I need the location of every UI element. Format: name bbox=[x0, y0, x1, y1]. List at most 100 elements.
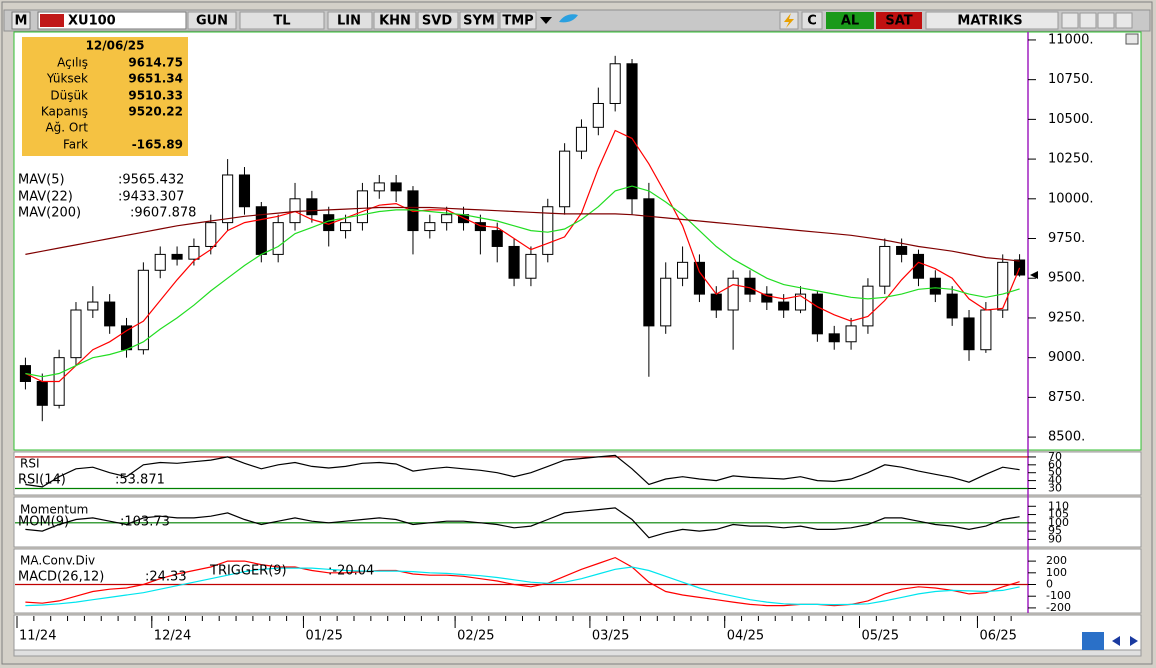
maximize-button[interactable] bbox=[1097, 12, 1115, 29]
y-tick-label: 10500. bbox=[1048, 112, 1094, 127]
sell-button[interactable] bbox=[876, 12, 922, 29]
info-value: 9651.34 bbox=[128, 72, 183, 86]
candle-body bbox=[677, 261, 689, 279]
toolbar-item: TMP bbox=[502, 14, 533, 29]
candle-body bbox=[356, 190, 368, 224]
brand-box bbox=[925, 11, 1059, 30]
x-tick-label: 05/25 bbox=[862, 629, 899, 644]
legend-value: :9433.307 bbox=[118, 190, 184, 205]
panel-title: MA.Conv.Div bbox=[20, 554, 95, 568]
close-button[interactable] bbox=[1115, 12, 1133, 29]
refresh-button[interactable] bbox=[801, 11, 823, 30]
info-value: 9614.75 bbox=[128, 56, 183, 70]
toolbar-button[interactable] bbox=[187, 11, 237, 30]
dropdown-button[interactable] bbox=[1061, 12, 1079, 29]
toolbar-button[interactable] bbox=[499, 11, 537, 30]
toolbar-button[interactable] bbox=[239, 11, 325, 30]
toolbar-item: GUN bbox=[196, 14, 228, 29]
legend-value: :103.73 bbox=[120, 515, 170, 530]
refresh-icon: C bbox=[807, 14, 817, 29]
candle-body bbox=[491, 230, 503, 247]
candle-body bbox=[727, 277, 739, 311]
legend-name: MAV(22) bbox=[18, 190, 73, 205]
y-tick-label: 8500. bbox=[1048, 430, 1085, 445]
y-tick-label: 200 bbox=[1046, 554, 1067, 567]
legend-name: MOM(9) bbox=[18, 515, 69, 530]
buy-button[interactable] bbox=[826, 12, 874, 29]
toolbar-button[interactable] bbox=[327, 11, 373, 30]
symbol-box[interactable] bbox=[37, 11, 187, 30]
sync-button[interactable] bbox=[1082, 632, 1104, 650]
toolbar-button[interactable] bbox=[373, 11, 417, 30]
y-tick-label: 50 bbox=[1048, 466, 1062, 479]
candle-body bbox=[424, 222, 436, 232]
y-tick-label: -100 bbox=[1046, 589, 1071, 602]
twitter-icon[interactable] bbox=[559, 14, 578, 23]
y-tick-label: 40 bbox=[1048, 474, 1062, 487]
y-tick-label: 9500. bbox=[1048, 271, 1085, 286]
lightning-icon bbox=[784, 13, 794, 28]
scrollbar[interactable] bbox=[13, 649, 1142, 657]
candle-body bbox=[761, 293, 773, 303]
candle-body bbox=[575, 126, 588, 152]
y-tick-label: 11000. bbox=[1048, 32, 1094, 47]
candle-body bbox=[441, 214, 453, 224]
scroll-left[interactable] bbox=[1112, 636, 1120, 646]
y-tick-label: 105 bbox=[1048, 508, 1069, 521]
candle-body bbox=[744, 277, 756, 295]
candle-body bbox=[104, 301, 116, 327]
minimize-button[interactable] bbox=[1079, 12, 1097, 29]
candle-body bbox=[946, 293, 958, 319]
candle-body bbox=[710, 293, 722, 311]
x-tick-label: 12/24 bbox=[154, 629, 191, 644]
candle-body bbox=[36, 380, 48, 406]
info-box bbox=[22, 37, 188, 156]
dropdown-arrow[interactable] bbox=[540, 17, 552, 24]
candle-body bbox=[997, 261, 1009, 311]
toolbar-button[interactable] bbox=[459, 11, 499, 30]
menu-button[interactable] bbox=[11, 11, 31, 30]
scroll-right[interactable] bbox=[1130, 636, 1138, 646]
candle-body bbox=[390, 182, 402, 192]
toolbar-item: SYM bbox=[463, 14, 495, 29]
candle-body bbox=[896, 245, 908, 255]
candle-body bbox=[828, 333, 840, 343]
x-tick-label: 03/25 bbox=[592, 629, 629, 644]
x-axis-panel bbox=[13, 614, 1142, 651]
candle-body bbox=[70, 309, 82, 359]
candle-body bbox=[912, 253, 925, 279]
series-line bbox=[25, 566, 1020, 607]
candle-body bbox=[609, 63, 621, 104]
candle-body bbox=[794, 293, 807, 311]
info-value: 9520.22 bbox=[128, 105, 183, 119]
candle-body bbox=[222, 174, 234, 224]
last-price-marker bbox=[1030, 271, 1038, 280]
y-tick-label: 0 bbox=[1046, 578, 1053, 591]
y-tick-label: 110 bbox=[1048, 499, 1069, 512]
series-line bbox=[25, 454, 1020, 488]
x-tick-label: 06/25 bbox=[979, 629, 1016, 644]
series-line bbox=[25, 206, 1020, 262]
candle-body bbox=[559, 150, 571, 208]
candle-body bbox=[542, 206, 554, 255]
candle-body bbox=[845, 325, 857, 343]
legend-name: TRIGGER(9) bbox=[209, 564, 287, 579]
sell-label: SAT bbox=[885, 14, 912, 29]
info-value: 9510.33 bbox=[128, 89, 183, 103]
info-label: Açılış bbox=[57, 56, 88, 70]
candle-body bbox=[862, 285, 874, 327]
candle-body bbox=[660, 277, 672, 327]
candle-body bbox=[525, 253, 537, 279]
candle-body bbox=[87, 301, 99, 311]
candle-body bbox=[811, 293, 823, 335]
y-tick-label: -200 bbox=[1046, 601, 1071, 614]
momentum-panel bbox=[13, 496, 1142, 548]
panel-button[interactable] bbox=[1125, 33, 1139, 45]
y-tick-label: 9000. bbox=[1048, 350, 1085, 365]
legend-value: :9565.432 bbox=[118, 173, 184, 188]
toolbar-button[interactable] bbox=[417, 11, 459, 30]
info-label: Düşük bbox=[50, 89, 88, 103]
candle-body bbox=[154, 253, 166, 271]
legend-name: MAV(200) bbox=[18, 206, 81, 221]
